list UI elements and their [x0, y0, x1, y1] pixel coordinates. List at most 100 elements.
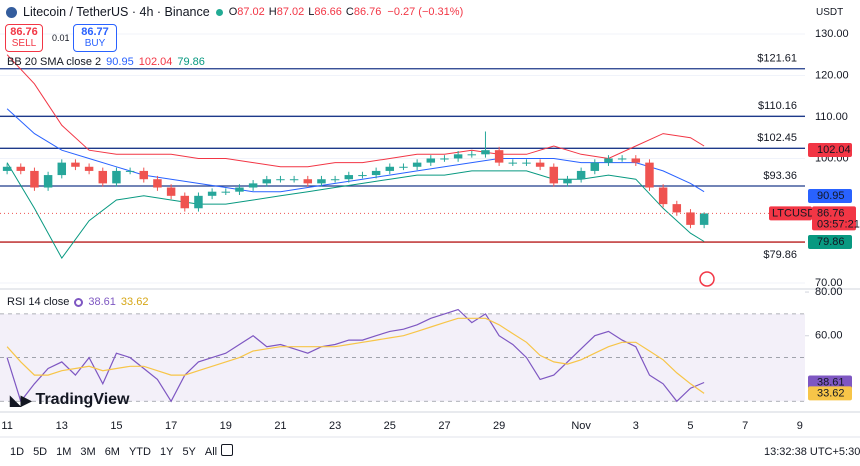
candle-body — [522, 162, 531, 164]
price-tag-label: 102.04 — [817, 144, 851, 156]
rsi-tag — [808, 386, 852, 401]
candle-body — [16, 166, 26, 171]
range-bar: 1D 5D 1M 3M 6M YTD 1Y 5Y All — [10, 446, 217, 458]
sell-label: SELL — [11, 38, 37, 49]
range-button[interactable]: 1Y — [159, 446, 174, 458]
candle-body — [412, 162, 422, 167]
candle-body — [481, 150, 490, 155]
price-tag-label: 90.95 — [817, 190, 845, 202]
last-price-tag — [812, 206, 856, 231]
range-button[interactable]: 5D — [33, 446, 48, 458]
sell-button[interactable]: 86.76 SELL — [5, 24, 43, 52]
header: Litecoin / TetherUS · 4h · Binance O87.0… — [6, 5, 463, 19]
x-tick-label: 15 — [110, 420, 122, 432]
rsi-ma-value: 33.62 — [120, 296, 149, 308]
price-tag — [808, 235, 852, 250]
candle-body — [153, 179, 162, 188]
candle-body — [194, 195, 203, 209]
rsi-line — [6, 308, 705, 403]
ohlc-key: H — [268, 6, 277, 18]
x-tick-label: 13 — [56, 420, 68, 432]
candle-body — [71, 162, 80, 167]
y-tick-label: 80.00 — [815, 286, 843, 298]
y-tick-label: 60.00 — [815, 330, 843, 342]
bb-upper: 102.04 — [138, 56, 173, 68]
candle-body — [317, 179, 326, 184]
candle-body — [276, 179, 285, 181]
candle-body — [453, 154, 463, 159]
candle-body — [262, 179, 272, 184]
ohlc-value: 87.02 — [237, 6, 265, 18]
candle-body — [303, 179, 313, 184]
candle-body — [563, 179, 572, 184]
candle-body — [699, 213, 709, 225]
range-button[interactable]: 1M — [56, 446, 72, 458]
rsi-tag-label: 33.62 — [817, 387, 845, 399]
ohlc-value: 86.66 — [314, 6, 342, 18]
rsi-tag-label: 38.61 — [817, 376, 845, 388]
candle-body — [672, 204, 682, 213]
bb-line — [6, 108, 705, 193]
countdown: 03:57:21 — [817, 218, 860, 230]
y-tick-label: 70.00 — [815, 277, 843, 289]
range-button[interactable]: All — [204, 446, 218, 458]
rsi-icon — [74, 297, 84, 307]
bb-line — [6, 54, 705, 168]
status-dot — [215, 8, 223, 16]
rsi-name[interactable]: RSI 14 close — [7, 296, 70, 308]
x-tick-label: 23 — [329, 420, 341, 432]
x-tick-label: Nov — [571, 420, 591, 432]
spread: 0.01 — [52, 33, 70, 43]
candle-body — [57, 162, 67, 176]
candle-body — [658, 187, 668, 205]
candle-body — [399, 166, 408, 168]
candle-body — [43, 175, 53, 188]
logo[interactable]: ◣▶ TradingView — [10, 391, 130, 409]
bb-name[interactable]: BB 20 SMA close 2 — [7, 56, 102, 68]
bb-line — [6, 162, 705, 260]
y-tick-label: 110.00 — [815, 111, 848, 123]
bb-lower: 79.86 — [177, 56, 205, 68]
candle-body — [125, 170, 135, 172]
y-tick-label: 130.00 — [815, 28, 849, 40]
x-tick-label: 7 — [742, 420, 748, 432]
symbol[interactable]: Litecoin / TetherUS · 4h · Binance — [23, 5, 210, 19]
x-tick-label: 21 — [274, 420, 286, 432]
ohlc-value: 87.02 — [276, 6, 305, 18]
range-button[interactable]: YTD — [128, 446, 151, 458]
clock[interactable]: 13:32:38 UTC+5:30 — [764, 446, 860, 458]
candle-body — [112, 170, 121, 184]
price-tag — [808, 143, 852, 158]
ticker-tag-label: LTCUSDT — [772, 207, 822, 219]
candle-body — [221, 191, 231, 193]
ohlc-key: L — [308, 6, 315, 18]
ohlc-item: H87.02 — [269, 6, 304, 18]
ohlc: O87.02 H87.02 L86.66 C86.76 — [229, 6, 382, 18]
x-tick-label: 5 — [687, 420, 693, 432]
range-button[interactable]: 1D — [10, 446, 25, 458]
rsi-legend: RSI 14 close 38.61 33.62 — [7, 296, 148, 308]
level-label: $121.61 — [757, 53, 797, 65]
ohlc-item: L86.66 — [308, 6, 342, 18]
range-button[interactable]: 6M — [104, 446, 120, 458]
rsi-tag — [808, 375, 852, 390]
candle-body — [371, 170, 381, 176]
buy-button[interactable]: 86.77 BUY — [73, 24, 117, 52]
change: −0.27 (−0.31%) — [387, 6, 464, 18]
bb-legend: BB 20 SMA close 2 90.95 102.04 79.86 — [7, 56, 205, 68]
range-button[interactable]: 3M — [80, 446, 96, 458]
candle-body — [358, 175, 367, 177]
currency[interactable]: USDT — [816, 7, 844, 18]
candle-body — [617, 158, 627, 160]
x-tick-label: 3 — [633, 420, 639, 432]
candle-body — [2, 166, 12, 171]
logo-text: TradingView — [35, 391, 130, 408]
range-button[interactable]: 5Y — [182, 446, 196, 458]
x-tick-label: 25 — [384, 420, 396, 432]
calendar-icon[interactable] — [221, 444, 233, 456]
level-label: $110.16 — [758, 100, 797, 112]
candle-body — [631, 158, 641, 163]
buy-price: 86.77 — [81, 26, 109, 38]
